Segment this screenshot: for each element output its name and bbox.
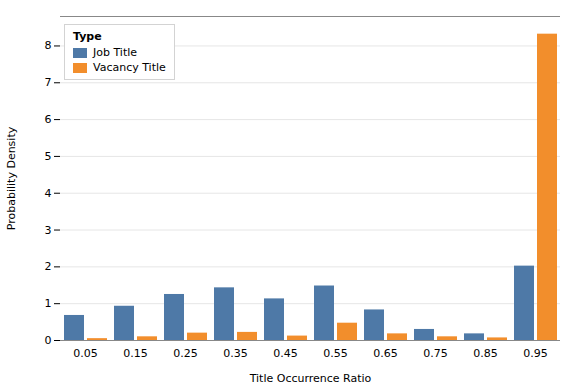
svg-text:0.35: 0.35 xyxy=(223,347,248,360)
svg-text:4: 4 xyxy=(45,187,52,200)
svg-text:Probability Density: Probability Density xyxy=(5,126,18,230)
svg-text:0.85: 0.85 xyxy=(473,347,498,360)
html-text:Vacancy Title: Vacancy Title xyxy=(93,61,166,74)
svg-text:6: 6 xyxy=(45,113,52,126)
svg-text:0.45: 0.45 xyxy=(273,347,298,360)
html-text:Job Title: Job Title xyxy=(93,46,137,59)
svg-text:2: 2 xyxy=(45,260,52,273)
svg-text:3: 3 xyxy=(45,224,52,237)
svg-text:0.15: 0.15 xyxy=(123,347,148,360)
svg-text:0.55: 0.55 xyxy=(323,347,348,360)
html-text:Type: Type xyxy=(73,30,102,43)
svg-text:Title Occurrence Ratio: Title Occurrence Ratio xyxy=(249,372,372,385)
svg-text:0.65: 0.65 xyxy=(373,347,398,360)
svg-text:5: 5 xyxy=(45,150,52,163)
svg-text:0: 0 xyxy=(45,334,52,347)
svg-text:7: 7 xyxy=(45,76,52,89)
svg-text:8: 8 xyxy=(45,39,52,52)
svg-text:0.25: 0.25 xyxy=(173,347,198,360)
svg-text:0.95: 0.95 xyxy=(523,347,548,360)
svg-text:1: 1 xyxy=(45,297,52,310)
svg-text:0.75: 0.75 xyxy=(423,347,448,360)
svg-text:0.05: 0.05 xyxy=(73,347,98,360)
